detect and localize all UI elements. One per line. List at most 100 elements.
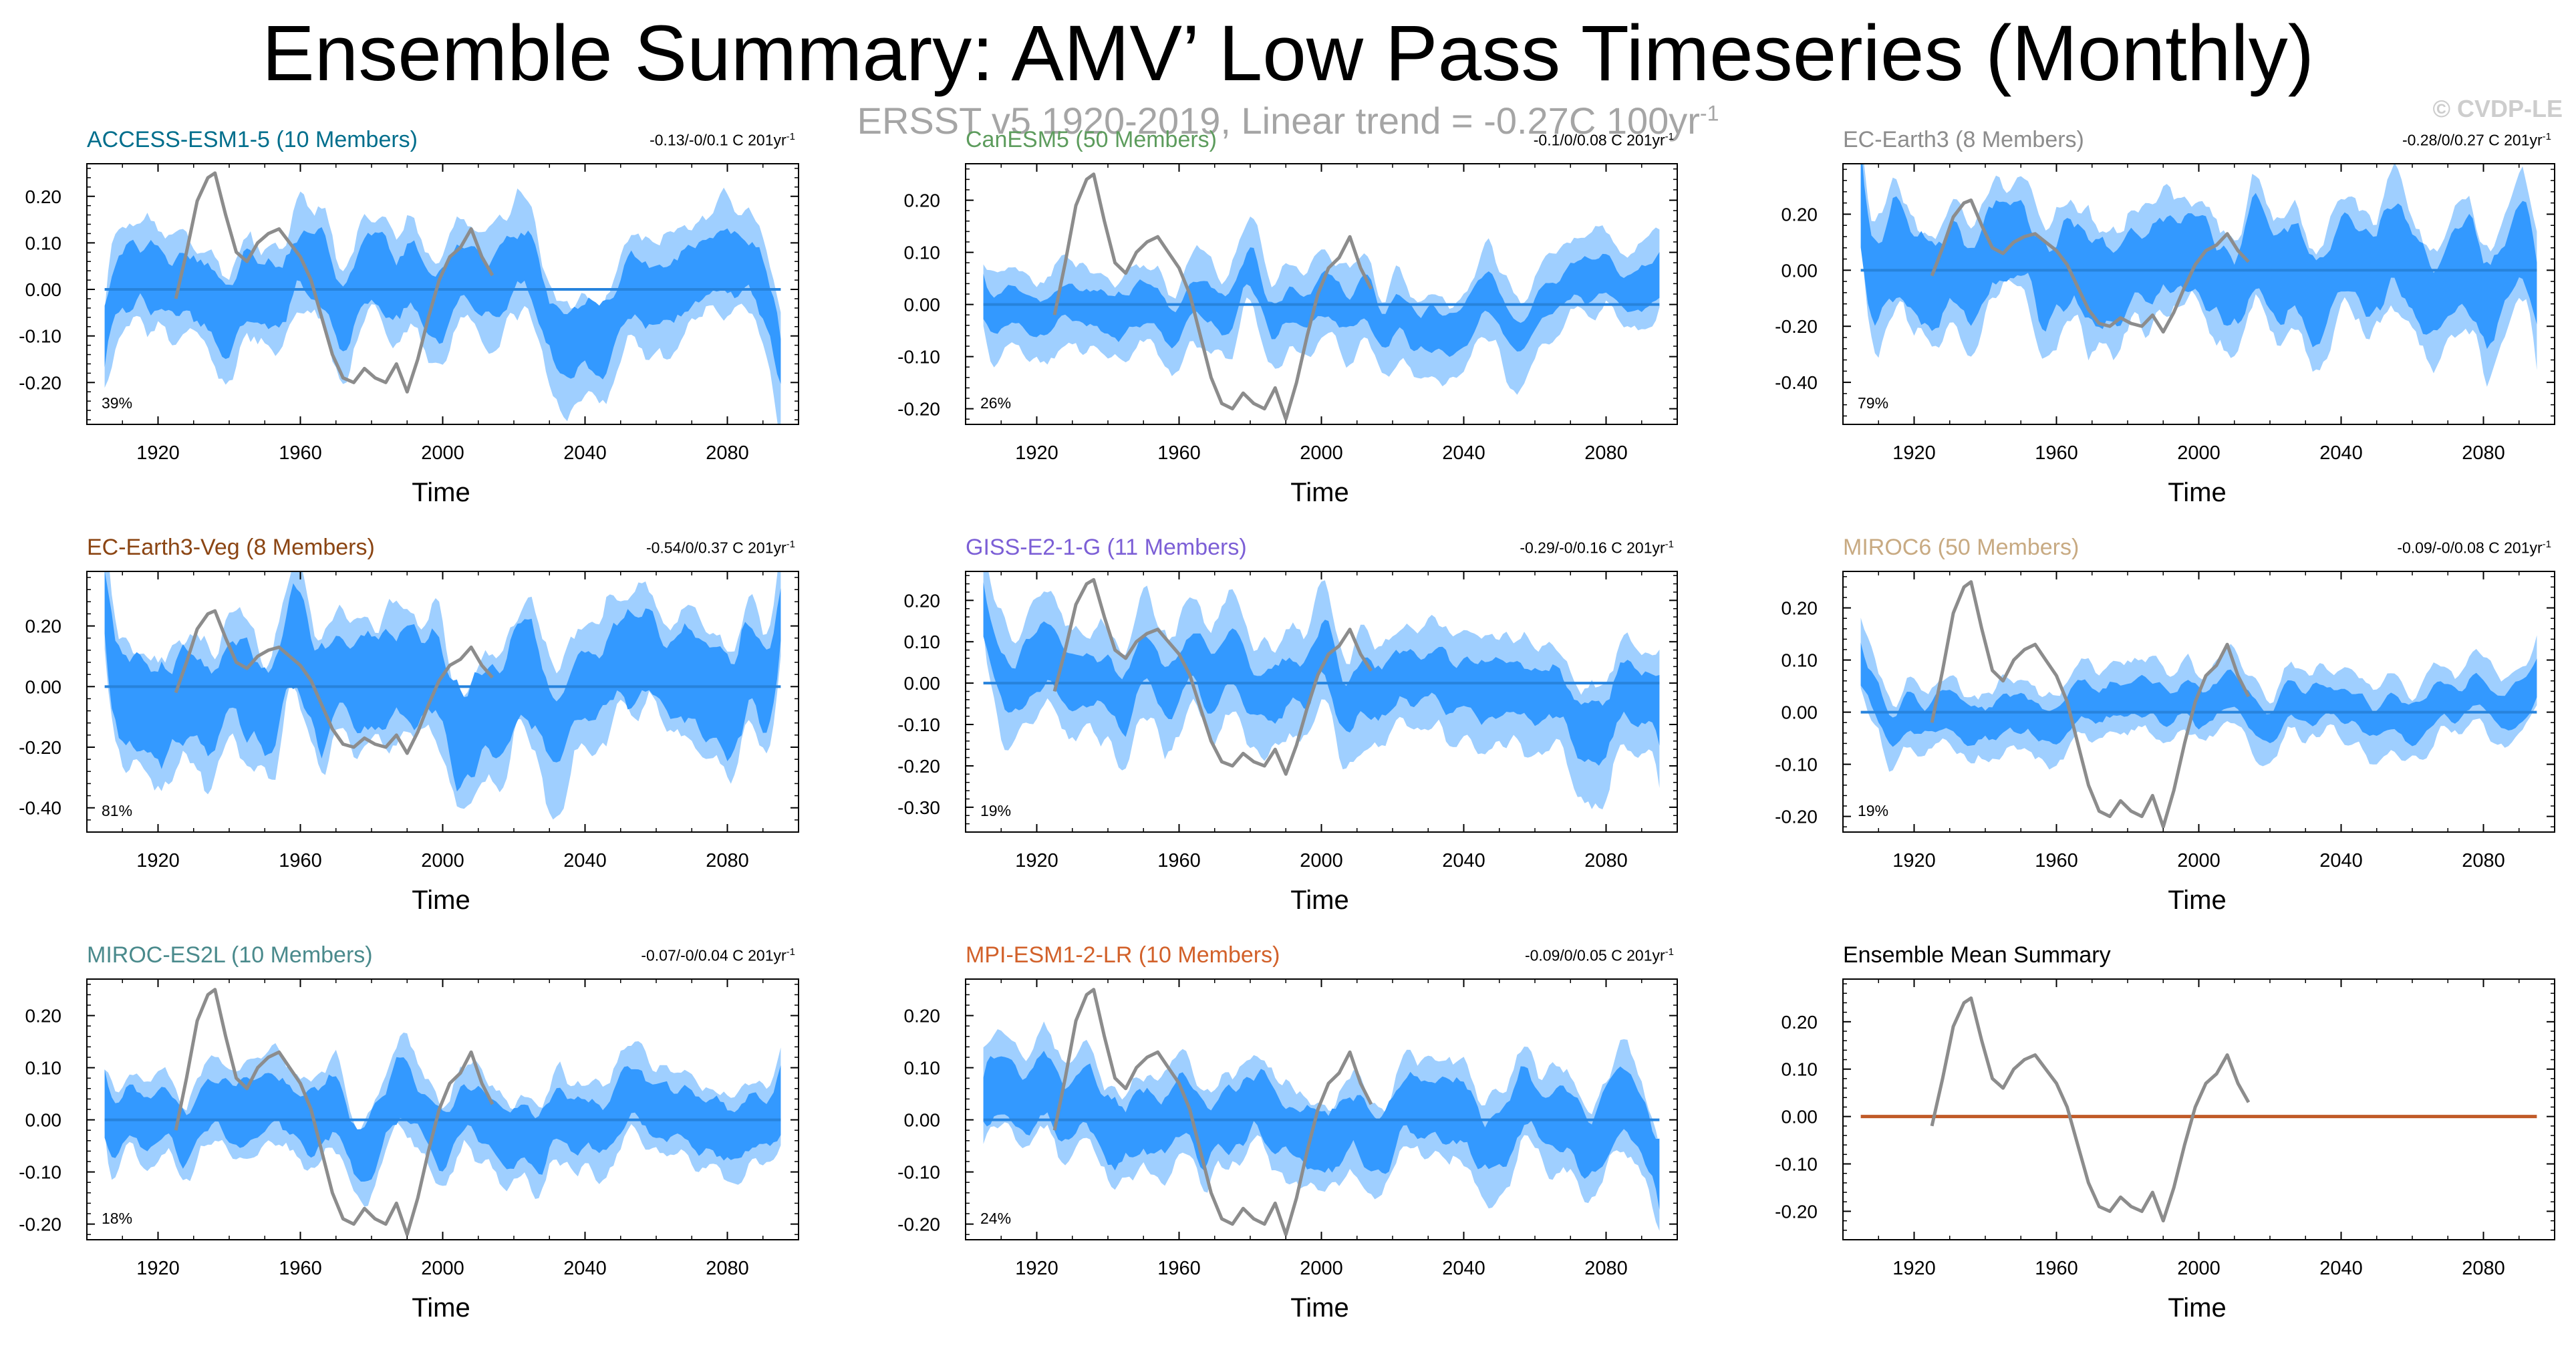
y-tick-label: 0.10: [904, 632, 941, 652]
x-tick-label: 2040: [1442, 850, 1485, 871]
chart-panel: CanESM5 (50 Members) -0.1/0/0.08 C 201yr-…: [879, 127, 1681, 528]
y-tick-label: -0.20: [897, 756, 940, 777]
x-tick-label: 2040: [563, 850, 607, 871]
panel-range-label: -0.13/-0/0.1 C 201yr-1: [650, 131, 795, 150]
ensemble-spread-band-inner: [983, 582, 1660, 766]
panel-plot-svg: 0.20 0.10 0.00 -0.10 -0.20 1920 1960 2000 2040 20…: [1775, 571, 2555, 915]
panel-percent-label: 79%: [1858, 394, 1889, 412]
panel-plot-svg: 0.20 0.10 0.00 -0.10 -0.20 1920 1960 2000 2040 20…: [19, 978, 799, 1323]
y-tick-label: -0.30: [897, 797, 940, 818]
y-tick-label: 0.20: [25, 616, 62, 637]
panel-percent-label: 19%: [1858, 802, 1889, 819]
x-tick-label: 2080: [1584, 1258, 1628, 1279]
y-tick-label: -0.10: [897, 714, 940, 735]
observed-series-line: [1930, 996, 2251, 1223]
y-tick-label: 0.10: [25, 1058, 62, 1079]
ensemble-spread-band-inner: [104, 227, 781, 384]
subtitle-exponent: -1: [1699, 101, 1719, 126]
plot-area: [104, 571, 781, 820]
observed-series-line: [174, 171, 494, 394]
y-tick-label: 0.00: [25, 279, 62, 300]
y-tick-label: -0.10: [1775, 755, 1818, 775]
y-tick-label: 0.10: [904, 243, 941, 263]
x-axis-label: Time: [1290, 1293, 1348, 1323]
panel-range-text: -0.54/0/0.37 C 201yr: [646, 539, 786, 557]
panel-percent-label: 18%: [102, 1210, 133, 1227]
y-tick-label: 0.20: [904, 590, 941, 611]
panel-title: ACCESS-ESM1-5 (10 Members): [87, 127, 418, 152]
x-axis-label: Time: [412, 886, 470, 915]
x-tick-label: 1920: [136, 1258, 180, 1279]
panel-range-text: -0.29/-0/0.16 C 201yr: [1520, 539, 1665, 557]
panel-title: MIROC6 (50 Members): [1843, 535, 2080, 560]
panel-plot-svg: 0.20 0.10 0.00 -0.10 -0.20 1920 1960 2000 2040 20…: [897, 978, 1678, 1323]
plot-frame: [1842, 978, 2555, 1240]
plot-area: [104, 988, 781, 1236]
x-tick-label: 1920: [1015, 442, 1058, 464]
panel-range-text: -0.13/-0/0.1 C 201yr: [650, 131, 786, 149]
y-tick-label: 0.20: [25, 186, 62, 207]
y-tick-label: -0.20: [1775, 1201, 1818, 1222]
panel-plot-svg: 0.20 0.10 0.00 -0.10 -0.20 1920 1960 2000 2040 20…: [1775, 978, 2555, 1323]
panel-percent-label: 26%: [980, 394, 1012, 412]
panel-plot-svg: 0.20 0.10 0.00 -0.10 -0.20 1920 1960 2000 2040 20…: [897, 163, 1678, 507]
ensemble-spread-band-inner: [1860, 164, 2537, 350]
x-tick-label: 2080: [2462, 442, 2505, 464]
panel-plot-svg: 0.20 0.10 0.00 -0.10 -0.20 -0.30 1920 1960 2000 2…: [897, 571, 1678, 915]
panel-title: EC-Earth3 (8 Members): [1843, 127, 2084, 152]
panel-range-label: -0.09/-0/0.08 C 201yr-1: [2397, 539, 2551, 557]
chart-panel: GISS-E2-1-G (11 Members) -0.29/-0/0.16 C …: [879, 535, 1681, 936]
y-tick-label: -0.10: [897, 1162, 940, 1183]
ensemble-spread-band-inner: [983, 1051, 1660, 1210]
x-axis-label: Time: [1290, 478, 1348, 507]
chart-panel: EC-Earth3 (8 Members) -0.28/0/0.27 C 201y…: [1756, 127, 2558, 528]
x-axis-label: Time: [2168, 478, 2226, 507]
x-tick-label: 2080: [1584, 442, 1628, 464]
y-tick-label: 0.10: [904, 1058, 941, 1079]
x-tick-label: 2000: [421, 850, 464, 871]
panel-title: Ensemble Mean Summary: [1843, 942, 2111, 968]
y-tick-label: -0.20: [1775, 316, 1818, 337]
y-tick-label: 0.20: [1781, 598, 1818, 619]
x-tick-label: 2080: [1584, 850, 1628, 871]
panel-range-label: -0.28/0/0.27 C 201yr-1: [2402, 131, 2551, 150]
panel-range-exponent: -1: [1665, 946, 1674, 958]
panel-range-label: -0.1/0/0.08 C 201yr-1: [1534, 131, 1674, 150]
y-tick-label: 0.00: [25, 676, 62, 697]
observed-series-line: [1052, 988, 1373, 1236]
observed-series-line: [1930, 580, 2251, 829]
chart-subtitle: ERSST v5 1920-2019, Linear trend = -0.27…: [0, 99, 2576, 142]
x-tick-label: 2000: [2177, 1258, 2221, 1279]
plot-area: [1860, 580, 2537, 829]
panel-plot-svg: 0.20 0.00 -0.20 -0.40 1920 1960 2000 2040 2080 Ti…: [1775, 163, 2555, 507]
x-axis-label: Time: [2168, 1293, 2226, 1323]
x-tick-label: 1920: [136, 850, 180, 871]
y-tick-label: 0.10: [1781, 650, 1818, 671]
y-tick-label: 0.20: [1781, 1012, 1818, 1033]
x-tick-label: 2040: [2319, 850, 2363, 871]
y-tick-label: 0.20: [1781, 204, 1818, 225]
x-tick-label: 2000: [1300, 442, 1343, 464]
y-tick-label: -0.20: [1775, 807, 1818, 827]
subtitle-text: ERSST v5 1920-2019, Linear trend = -0.27…: [857, 100, 1700, 142]
y-tick-label: 0.00: [25, 1110, 62, 1131]
y-tick-label: 0.00: [1781, 260, 1818, 281]
chart-panel: Ensemble Mean Summary 0.20 0.10 0.00 -0.10 -0…: [1756, 942, 2558, 1343]
y-tick-label: 0.20: [904, 190, 941, 211]
x-tick-label: 2000: [2177, 442, 2221, 464]
panel-range-exponent: -1: [786, 539, 795, 550]
panel-title: EC-Earth3-Veg (8 Members): [87, 535, 375, 560]
panel-percent-label: 24%: [980, 1210, 1012, 1227]
y-tick-label: 0.00: [904, 673, 941, 694]
y-tick-label: -0.20: [897, 1214, 940, 1235]
y-tick-label: 0.00: [1781, 1107, 1818, 1127]
copyright-label: © CVDP-LE: [2432, 95, 2563, 122]
y-tick-label: 0.10: [1781, 1059, 1818, 1080]
y-tick-label: -0.10: [1775, 1154, 1818, 1175]
x-tick-label: 1920: [1015, 1258, 1058, 1279]
x-tick-label: 2080: [706, 1258, 749, 1279]
x-tick-label: 2040: [2319, 442, 2363, 464]
y-tick-label: 0.00: [904, 295, 941, 315]
panel-range-exponent: -1: [1665, 539, 1674, 550]
x-tick-label: 1960: [1157, 850, 1201, 871]
